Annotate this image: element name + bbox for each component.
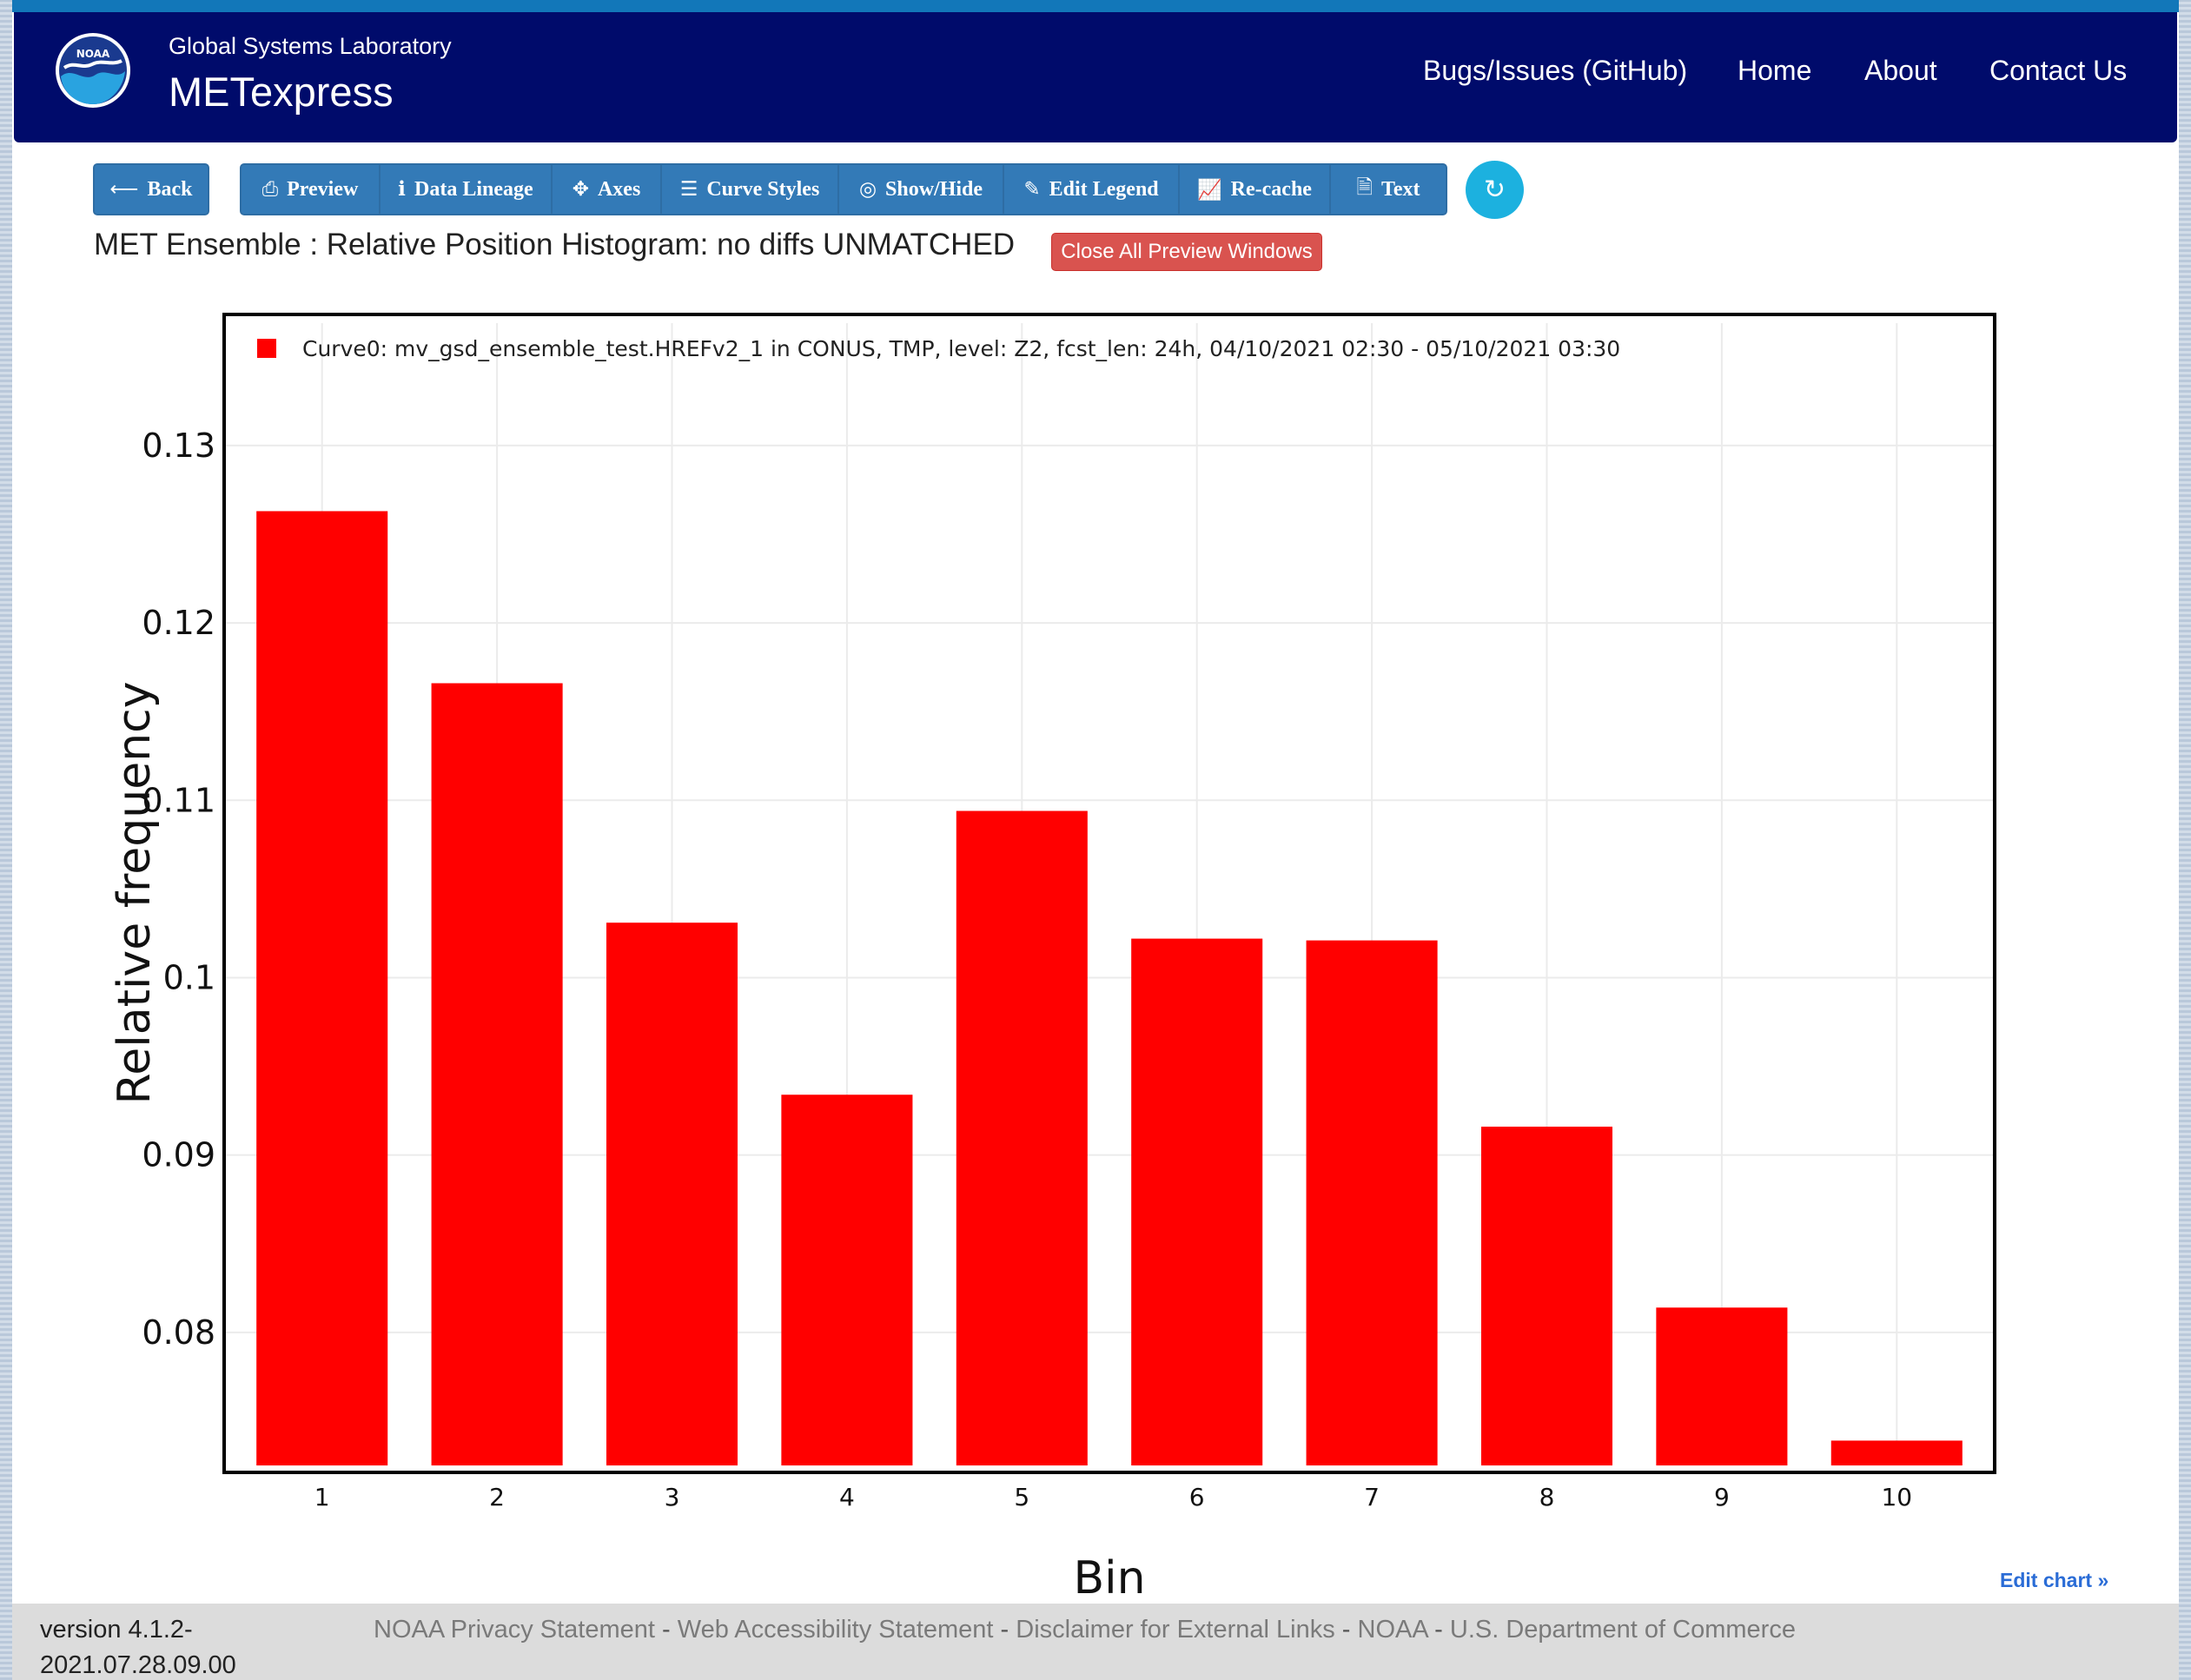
x-tick-label: 5 <box>1014 1483 1029 1511</box>
histogram-bar[interactable] <box>1131 938 1263 1465</box>
close-all-preview-windows-button[interactable]: Close All Preview Windows <box>1051 233 1322 271</box>
move-arrows-icon: ✥ <box>572 178 589 201</box>
x-tick-label: 6 <box>1189 1483 1205 1511</box>
noaa-privacy-statement-link[interactable]: NOAA Privacy Statement <box>374 1616 655 1644</box>
app-name[interactable]: METexpress <box>169 69 394 115</box>
re-cache-button[interactable]: 📈 Re-cache <box>1178 163 1331 215</box>
y-tick-label: 0.12 <box>142 604 215 642</box>
y-tick-label: 0.11 <box>142 781 215 819</box>
version-text: version 4.1.2-2021.07.28.09.00 <box>40 1616 236 1679</box>
us-department-of-commerce-link[interactable]: U.S. Department of Commerce <box>1449 1616 1796 1644</box>
histogram-chart[interactable]: 0.08 0.09 0.1 0.11 0.12 0.13 1 2 3 4 5 6 7 8 9 10 Curve0… <box>12 0 2179 1604</box>
y-tick-label: 0.08 <box>142 1313 215 1352</box>
x-tick-label: 3 <box>665 1483 680 1511</box>
histogram-bar[interactable] <box>1480 1126 1613 1465</box>
x-tick-label: 8 <box>1539 1483 1555 1511</box>
data-lineage-button-label: Data Lineage <box>414 177 533 201</box>
x-tick-label: 4 <box>839 1483 855 1511</box>
back-button-label: Back <box>147 177 193 201</box>
nav-contact-us-link[interactable]: Contact Us <box>1989 55 2128 86</box>
histogram-bar[interactable] <box>956 810 1088 1465</box>
list-icon: ☰ <box>679 178 698 201</box>
org-name: Global Systems Laboratory <box>169 33 452 59</box>
document-icon: 🗎 <box>1356 175 1374 199</box>
axes-button-label: Axes <box>597 177 641 201</box>
edit-legend-button[interactable]: ✎ Edit Legend <box>1003 163 1180 215</box>
noaa-link[interactable]: NOAA <box>1357 1616 1428 1644</box>
data-lineage-button[interactable]: ℹ Data Lineage <box>379 163 553 215</box>
x-tick-label: 9 <box>1714 1483 1730 1511</box>
text-button[interactable]: 🗎 Text <box>1329 163 1447 215</box>
curve-styles-button-label: Curve Styles <box>706 177 820 201</box>
edit-legend-button-label: Edit Legend <box>1049 177 1159 201</box>
svg-text:NOAA: NOAA <box>76 48 110 60</box>
refresh-button[interactable]: ↻ <box>1466 161 1524 219</box>
curve-styles-button[interactable]: ☰ Curve Styles <box>660 163 839 215</box>
x-tick-label: 2 <box>489 1483 505 1511</box>
top-stripe <box>12 0 2179 12</box>
arrow-left-icon: ⟵ <box>109 178 139 201</box>
histogram-bar[interactable] <box>431 683 563 1465</box>
header-bar: NOAA Global Systems Laboratory METexpres… <box>14 12 2177 142</box>
print-icon: ⎙ <box>261 178 279 201</box>
web-accessibility-statement-link[interactable]: Web Accessibility Statement <box>677 1616 994 1644</box>
y-tick-label: 0.09 <box>142 1136 215 1174</box>
x-tick-label: 10 <box>1881 1483 1912 1511</box>
legend-swatch <box>257 339 276 358</box>
info-icon: ℹ <box>398 178 407 201</box>
show-hide-button[interactable]: ◎ Show/Hide <box>837 163 1004 215</box>
x-axis-title: Bin <box>1073 1552 1145 1604</box>
nav-home-link[interactable]: Home <box>1738 55 1812 86</box>
histogram-bar[interactable] <box>1656 1307 1788 1465</box>
footer-links: NOAA Privacy Statement - Web Accessibili… <box>374 1616 1796 1644</box>
preview-button-label: Preview <box>287 177 359 201</box>
line-chart-icon: 📈 <box>1197 178 1222 202</box>
y-axis-title: Relative frequency <box>109 681 161 1104</box>
nav-bugs-issues-link[interactable]: Bugs/Issues (GitHub) <box>1423 55 1688 86</box>
histogram-bar[interactable] <box>1306 940 1438 1465</box>
eye-slash-icon: ◎ <box>858 178 877 201</box>
preview-button[interactable]: ⎙ Preview <box>240 163 381 215</box>
back-button[interactable]: ⟵ Back <box>93 163 209 215</box>
histogram-bar[interactable] <box>606 923 738 1465</box>
histogram-bar[interactable] <box>1830 1440 1963 1465</box>
y-tick-label: 0.1 <box>163 958 215 996</box>
nav-about-link[interactable]: About <box>1864 55 1937 86</box>
plot-toolbar: ⎙ Preview ℹ Data Lineage ✥ Axes ☰ Curve … <box>240 163 1447 215</box>
plot-title: MET Ensemble : Relative Position Histogr… <box>94 228 1016 261</box>
show-hide-button-label: Show/Hide <box>885 177 983 201</box>
plot-frame <box>222 313 1996 1474</box>
edit-chart-link[interactable]: Edit chart » <box>2000 1569 2109 1591</box>
y-tick-label: 0.13 <box>142 427 215 465</box>
refresh-icon: ↻ <box>1483 175 1506 205</box>
x-tick-label: 7 <box>1364 1483 1380 1511</box>
disclaimer-external-links-link[interactable]: Disclaimer for External Links <box>1016 1616 1335 1644</box>
axes-button[interactable]: ✥ Axes <box>551 163 662 215</box>
noaa-logo[interactable]: NOAA <box>54 31 132 109</box>
re-cache-button-label: Re-cache <box>1230 177 1312 201</box>
x-tick-label: 1 <box>314 1483 330 1511</box>
footer: version 4.1.2-2021.07.28.09.00 NOAA Priv… <box>12 1604 2179 1680</box>
histogram-bar[interactable] <box>781 1095 913 1465</box>
legend-label[interactable]: Curve0: mv_gsd_ensemble_test.HREFv2_1 in… <box>302 336 1620 361</box>
text-button-label: Text <box>1381 177 1420 201</box>
page: NOAA Global Systems Laboratory METexpres… <box>12 0 2179 1680</box>
pencil-icon: ✎ <box>1023 178 1041 201</box>
histogram-bar[interactable] <box>256 511 388 1465</box>
